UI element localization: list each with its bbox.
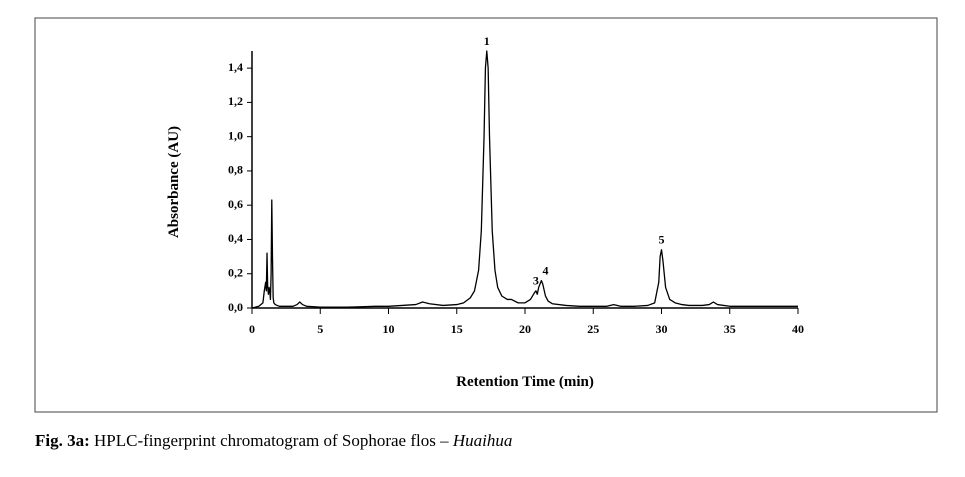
caption-text: HPLC-fingerprint chromatogram of Sophora… [94, 431, 453, 450]
y-tick-label: 0,6 [228, 197, 243, 211]
peak-label: 1 [484, 34, 490, 48]
x-tick-label: 30 [656, 322, 668, 336]
x-tick-label: 5 [317, 322, 323, 336]
x-axis-label: Retention Time (min) [456, 374, 594, 390]
x-tick-label: 35 [724, 322, 736, 336]
peak-label: 5 [659, 232, 665, 246]
y-tick-label: 1,0 [228, 128, 243, 142]
peak-label: 4 [542, 263, 548, 277]
peak-label: 3 [533, 274, 539, 288]
frame [34, 17, 938, 413]
y-tick-label: 0,8 [228, 163, 243, 177]
x-tick-label: 10 [383, 322, 395, 336]
y-tick-label: 0,4 [228, 231, 243, 245]
caption-label: Fig. 3a: [35, 431, 90, 450]
x-tick-label: 15 [451, 322, 463, 336]
y-tick-label: 0,0 [228, 300, 243, 314]
caption: Fig. 3a: HPLC-fingerprint chromatogram o… [35, 431, 512, 450]
x-tick-label: 0 [249, 322, 255, 336]
y-tick-label: 1,4 [228, 60, 243, 74]
chromatogram-line [251, 50, 798, 309]
y-tick-label: 0,2 [228, 265, 243, 279]
y-tick-label: 1,2 [228, 94, 243, 108]
x-tick-label: 20 [519, 322, 531, 336]
caption-italic: Huaihua [452, 431, 513, 450]
y-axis-label: Absorbance (AU) [166, 126, 182, 238]
x-tick-label: 40 [792, 322, 804, 336]
x-tick-label: 25 [587, 322, 599, 336]
